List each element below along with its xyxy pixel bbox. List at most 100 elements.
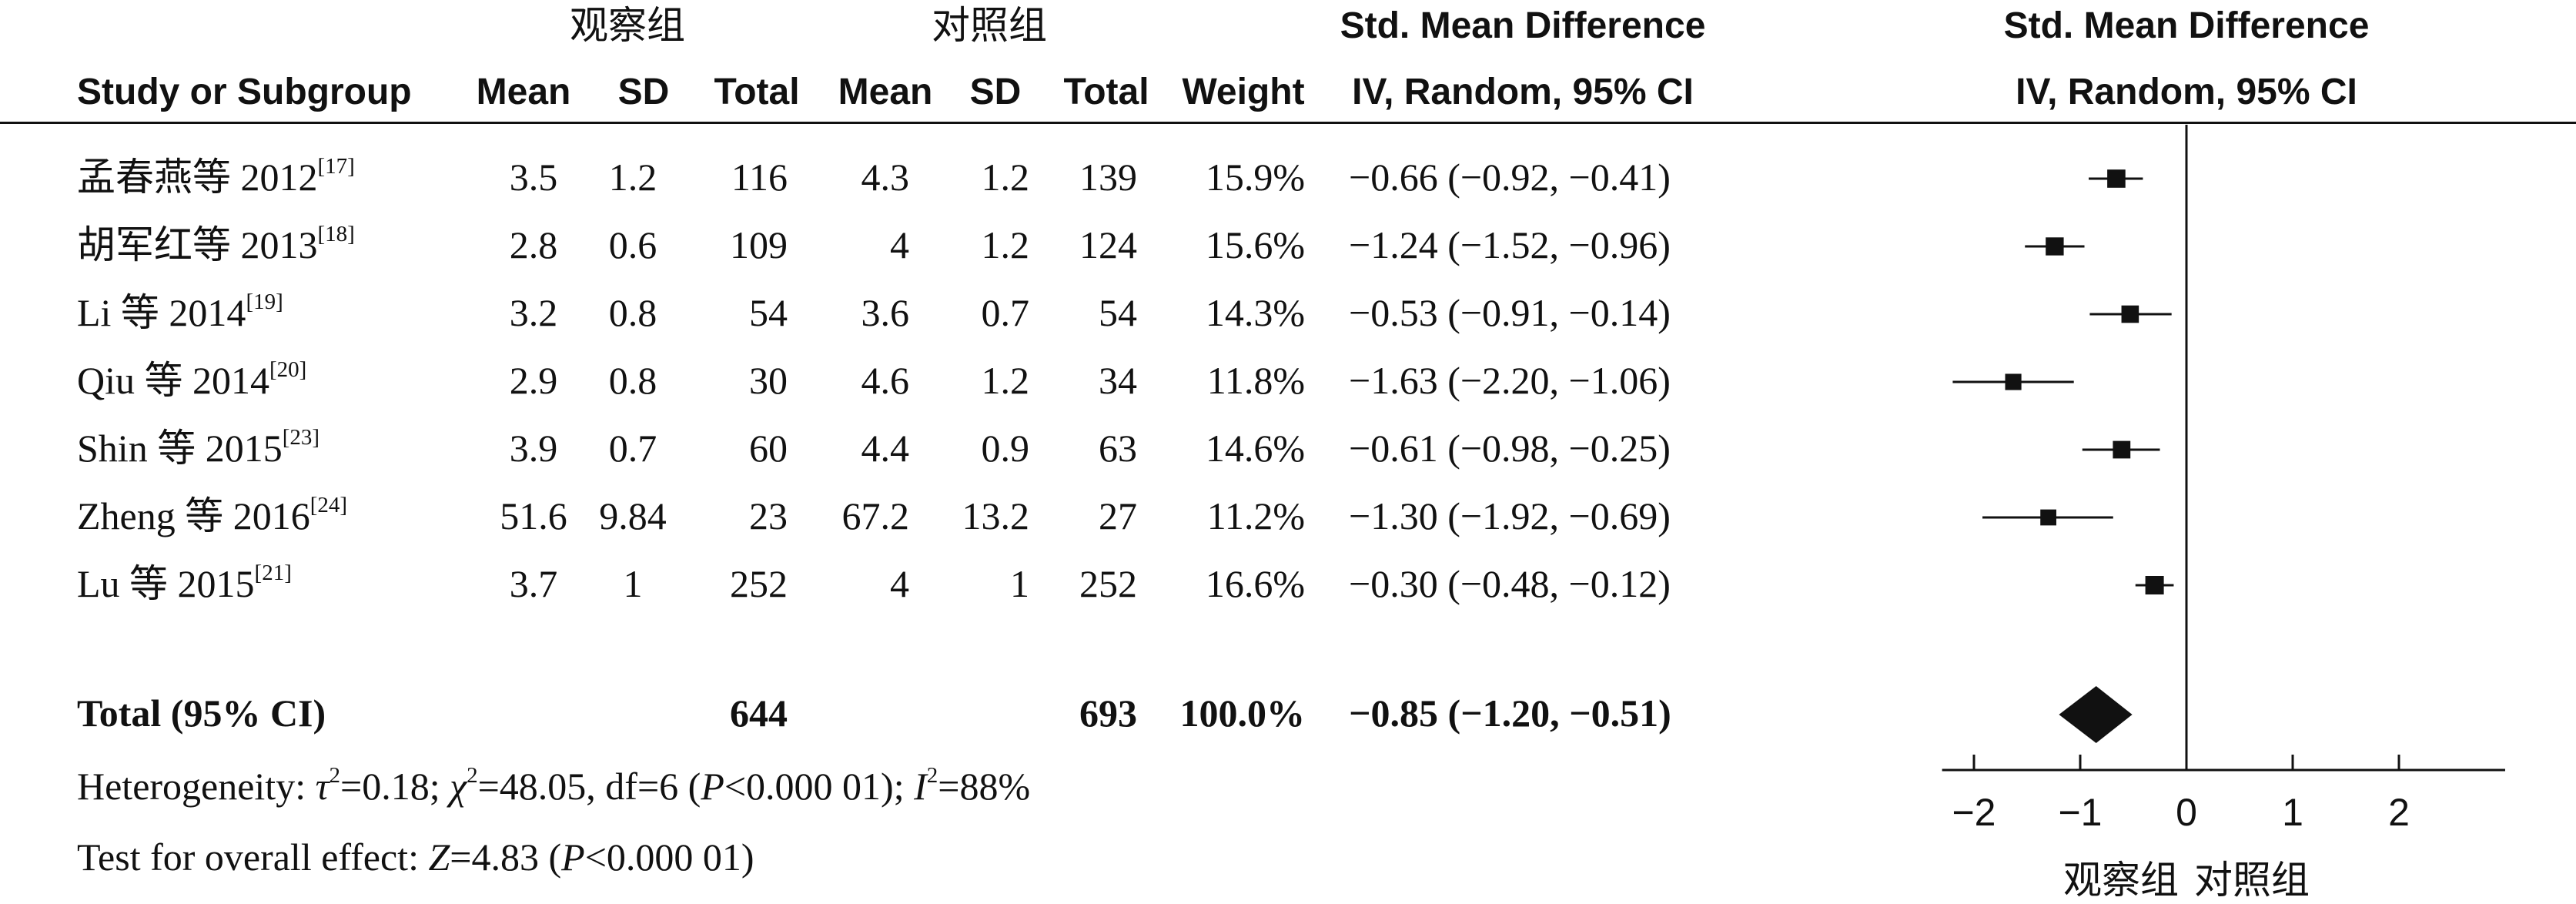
study-point-square	[2107, 169, 2126, 188]
study-point-square	[2121, 305, 2139, 323]
effect-ci-cell: −0.66 (−0.92, −0.41)	[1349, 156, 1671, 199]
plot-title-header: Std. Mean Difference	[2003, 5, 2370, 46]
total-weight: 100.0%	[1179, 691, 1306, 735]
control-mean-cell: 4.4	[861, 427, 910, 470]
experimental-sd-cell: 0.8	[608, 291, 657, 334]
effect-ci-cell: −1.24 (−1.52, −0.96)	[1349, 223, 1671, 266]
effect-ci-cell: −1.30 (−1.92, −0.69)	[1349, 494, 1671, 537]
control-total-cell: 124	[1079, 223, 1137, 266]
control-total-cell: 139	[1079, 156, 1137, 199]
x-tick-label: 1	[2282, 791, 2303, 834]
study-name: Qiu 等 2014[20]	[77, 357, 307, 402]
control-total-cell: 27	[1099, 494, 1137, 537]
experimental-sd-cell: 1	[623, 562, 643, 605]
control-grand-total: 693	[1079, 691, 1137, 735]
control-total-cell: 54	[1099, 291, 1137, 334]
control-sd-cell: 1.2	[981, 359, 1030, 402]
x-tick-label: −2	[1952, 791, 1996, 834]
total-label: Total (95% CI)	[77, 691, 326, 735]
favours-left-label: 观察组	[2063, 858, 2179, 902]
experimental-mean-header: Mean	[476, 72, 571, 112]
weight-cell: 15.6%	[1205, 223, 1305, 266]
experimental-sd-cell: 0.6	[608, 223, 657, 266]
weight-header: Weight	[1182, 72, 1305, 112]
control-sd-cell: 0.9	[981, 427, 1030, 470]
pooled-effect-ci: −0.85 (−1.20, −0.51)	[1349, 691, 1671, 735]
control-total-cell: 34	[1099, 359, 1137, 402]
experimental-mean-cell: 2.8	[509, 223, 558, 266]
experimental-total-cell: 30	[749, 359, 788, 402]
reference-marker: [17]	[317, 154, 355, 179]
experimental-mean-cell: 3.9	[509, 427, 558, 470]
reference-marker: [24]	[309, 493, 348, 518]
header-rule	[0, 122, 2576, 124]
control-mean-cell: 67.2	[841, 494, 910, 537]
control-total-cell: 252	[1079, 562, 1137, 605]
control-total-cell: 63	[1099, 427, 1137, 470]
control-sd-cell: 1.2	[981, 156, 1030, 199]
favours-right-label: 对照组	[2194, 858, 2310, 902]
control-mean-cell: 4	[890, 562, 909, 605]
experimental-mean-cell: 3.5	[509, 156, 558, 199]
heterogeneity-note: Heterogeneity: τ2=0.18; χ2=48.05, df=6 (…	[77, 763, 1031, 808]
control-mean-cell: 4.3	[861, 156, 910, 199]
reference-marker: [23]	[282, 425, 320, 450]
experimental-mean-cell: 3.2	[509, 291, 558, 334]
experimental-total-cell: 109	[730, 223, 788, 266]
overall-effect-note: Test for overall effect: Z=4.83 (P<0.000…	[77, 835, 754, 879]
control-group-header: 对照组	[932, 3, 1047, 48]
effect-title-header: Std. Mean Difference	[1340, 5, 1706, 46]
experimental-group-header: 观察组	[570, 3, 685, 48]
control-mean-cell: 3.6	[861, 291, 910, 334]
experimental-sd-cell: 1.2	[608, 156, 657, 199]
x-tick-label: 0	[2176, 791, 2197, 834]
x-tick-label: −1	[2058, 791, 2102, 834]
weight-cell: 11.8%	[1206, 359, 1305, 402]
experimental-mean-cell: 2.9	[509, 359, 558, 402]
experimental-sd-cell: 9.84	[599, 494, 667, 537]
weight-cell: 11.2%	[1206, 494, 1305, 537]
effect-ci-cell: −0.61 (−0.98, −0.25)	[1349, 427, 1671, 470]
experimental-sd-cell: 0.7	[608, 427, 657, 470]
experimental-mean-cell: 3.7	[509, 562, 558, 605]
control-total-header: Total	[1063, 72, 1149, 112]
study-name: Li 等 2014[19]	[77, 290, 283, 334]
experimental-sd-header: SD	[617, 72, 670, 112]
reference-marker: [19]	[246, 290, 283, 315]
experimental-mean-cell: 51.6	[500, 494, 567, 537]
plot-method-header: IV, Random, 95% CI	[2016, 72, 2357, 112]
reference-marker: [21]	[254, 561, 292, 586]
study-name: Lu 等 2015[21]	[77, 561, 292, 605]
effect-ci-cell: −1.63 (−2.20, −1.06)	[1349, 359, 1671, 402]
study-column-header: Study or Subgroup	[77, 72, 412, 112]
effect-ci-cell: −0.30 (−0.48, −0.12)	[1349, 562, 1671, 605]
effect-ci-cell: −0.53 (−0.91, −0.14)	[1349, 291, 1671, 334]
control-mean-cell: 4.6	[861, 359, 910, 402]
reference-marker: [20]	[269, 357, 307, 383]
experimental-total-cell: 252	[730, 562, 788, 605]
study-point-square	[2046, 237, 2064, 256]
experimental-total-cell: 54	[749, 291, 788, 334]
experimental-sd-cell: 0.8	[608, 359, 657, 402]
weight-cell: 15.9%	[1205, 156, 1305, 199]
experimental-total-cell: 23	[749, 494, 788, 537]
control-sd-cell: 1	[1010, 562, 1029, 605]
control-sd-header: SD	[969, 72, 1022, 112]
control-mean-cell: 4	[890, 223, 909, 266]
control-sd-cell: 1.2	[981, 223, 1030, 266]
x-tick-label: 2	[2388, 791, 2410, 834]
study-name: 胡军红等 2013[18]	[77, 222, 355, 266]
study-point-square	[2113, 440, 2131, 459]
study-name: Zheng 等 2016[24]	[77, 493, 348, 537]
experimental-total-cell: 60	[749, 427, 788, 470]
weight-cell: 14.3%	[1205, 291, 1305, 334]
weight-cell: 14.6%	[1205, 427, 1305, 470]
weight-cell: 16.6%	[1205, 562, 1305, 605]
study-point-square	[2040, 509, 2056, 526]
control-sd-cell: 0.7	[981, 291, 1030, 334]
experimental-grand-total: 644	[730, 691, 788, 735]
study-name: Shin 等 2015[23]	[77, 425, 320, 470]
study-point-square	[2005, 373, 2022, 390]
